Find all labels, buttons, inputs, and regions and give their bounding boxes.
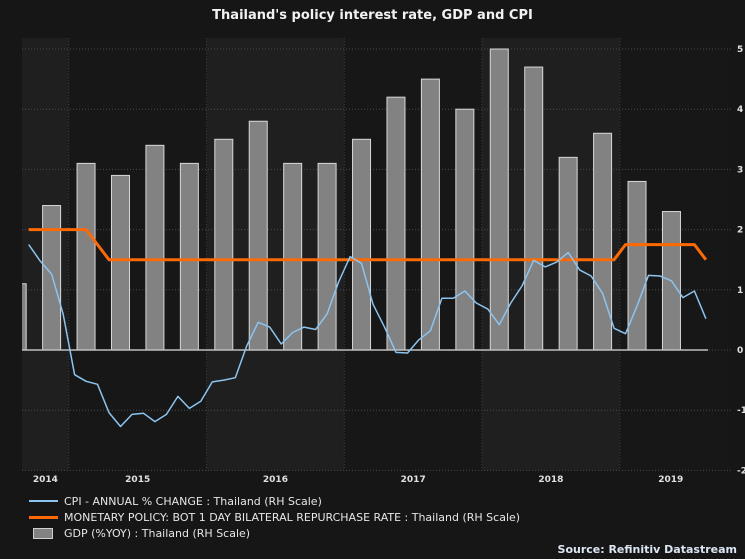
gdp-bar <box>489 48 509 351</box>
y-tick-label: -2 <box>737 466 745 476</box>
gdp-bar <box>593 132 613 351</box>
gdp-bars <box>22 48 681 351</box>
legend-item-cpi: CPI - ANNUAL % CHANGE : Thailand (RH Sca… <box>28 493 520 509</box>
y-tick-label: 4 <box>737 105 743 115</box>
cpi-line <box>28 244 707 428</box>
gdp-bar <box>42 205 62 351</box>
legend-item-policy-rate: MONETARY POLICY: BOT 1 DAY BILATERAL REP… <box>28 509 520 525</box>
cpi-line-swatch <box>28 500 58 502</box>
gdp-bar <box>145 144 165 351</box>
gdp-bar <box>22 283 27 351</box>
gdp-bar <box>283 162 303 351</box>
legend-item-gdp: GDP (%YOY) : Thailand (RH Scale) <box>28 525 520 541</box>
gdp-bar <box>110 174 130 351</box>
gdp-bar <box>352 138 372 351</box>
y-tick-label: 3 <box>737 165 743 175</box>
legend-label: GDP (%YOY) : Thailand (RH Scale) <box>64 526 251 540</box>
gdp-bar <box>386 96 406 351</box>
gdp-bar <box>455 108 475 351</box>
gdp-bar <box>524 66 544 351</box>
y-tick-labels: 5 4 3 2 1 0 -1 -2 <box>737 45 745 476</box>
y-tick-label: 1 <box>737 286 743 296</box>
x-tick-label: 2014 <box>33 475 58 485</box>
y-tick-label: 5 <box>737 45 743 55</box>
gdp-bar <box>214 138 234 351</box>
gdp-bar <box>627 180 647 351</box>
gdp-bar <box>179 162 199 351</box>
chart-title: Thailand's policy interest rate, GDP and… <box>212 8 533 23</box>
legend: CPI - ANNUAL % CHANGE : Thailand (RH Sca… <box>28 493 520 541</box>
legend-label: MONETARY POLICY: BOT 1 DAY BILATERAL REP… <box>64 510 521 524</box>
y-tick-label: -1 <box>737 406 745 416</box>
y-tick-label: 0 <box>737 346 743 356</box>
source-note: Source: Refinitiv Datastream <box>557 543 737 556</box>
chart: 5 4 3 2 1 0 -1 -2 2014 2015 2016 2017 2018 2019 <box>22 38 745 485</box>
x-tick-label: 2016 <box>263 475 288 485</box>
x-tick-label: 2018 <box>538 475 563 485</box>
gdp-bar <box>248 120 268 351</box>
x-tick-label: 2015 <box>125 475 150 485</box>
series-lines <box>28 228 708 428</box>
gdp-bar-swatch <box>33 527 53 539</box>
gdp-bar <box>76 162 96 351</box>
x-tick-label: 2017 <box>401 475 426 485</box>
legend-label: CPI - ANNUAL % CHANGE : Thailand (RH Sca… <box>64 494 322 508</box>
gdp-bar <box>420 78 440 351</box>
policy-line-swatch <box>28 515 58 519</box>
y-tick-label: 2 <box>737 226 743 236</box>
x-tick-labels: 2014 2015 2016 2017 2018 2019 <box>33 475 683 485</box>
policy-rate-line <box>28 228 708 262</box>
x-tick-label: 2019 <box>658 475 683 485</box>
